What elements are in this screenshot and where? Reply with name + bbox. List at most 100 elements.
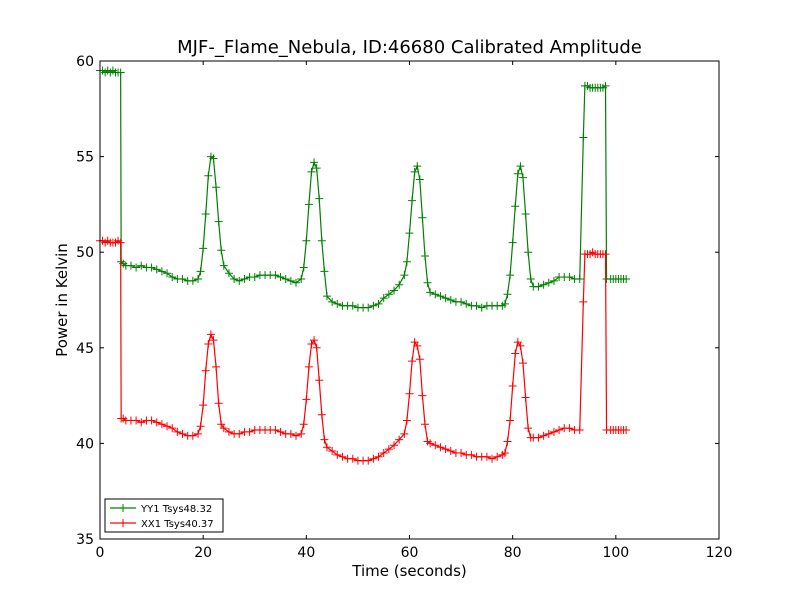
data-point	[194, 274, 203, 283]
chart-title: MJF-_Flame_Nebula, ID:46680 Calibrated A…	[177, 37, 642, 58]
series-1	[96, 66, 631, 312]
data-point	[413, 341, 422, 350]
data-point	[297, 429, 306, 438]
data-point	[431, 290, 440, 299]
data-point	[271, 426, 280, 435]
data-point	[201, 366, 210, 375]
data-point	[516, 341, 525, 350]
data-point	[441, 294, 450, 303]
data-point	[312, 343, 321, 352]
data-point	[457, 297, 466, 306]
data-point	[500, 299, 509, 308]
data-point	[369, 454, 378, 463]
data-point	[217, 246, 226, 255]
data-point	[418, 213, 427, 222]
data-point	[137, 418, 146, 427]
data-point	[338, 452, 347, 461]
data-point	[209, 154, 218, 163]
data-point	[374, 299, 383, 308]
data-point	[137, 261, 146, 270]
data-point	[516, 162, 525, 171]
data-point	[436, 292, 445, 301]
data-point	[310, 158, 319, 167]
data-point	[369, 301, 378, 310]
data-point	[206, 330, 215, 339]
data-point	[199, 401, 208, 410]
data-point	[315, 376, 324, 385]
data-point	[281, 274, 290, 283]
data-point	[188, 276, 197, 285]
data-point	[178, 274, 187, 283]
data-point	[441, 445, 450, 454]
data-point	[508, 382, 517, 391]
data-point	[539, 431, 548, 440]
data-point	[544, 429, 553, 438]
data-point	[493, 452, 502, 461]
y-tick-label: 50	[76, 245, 94, 261]
data-point	[328, 297, 337, 306]
y-tick-label: 35	[76, 532, 94, 548]
data-point	[503, 437, 512, 446]
data-point	[212, 362, 221, 371]
data-point	[219, 424, 228, 433]
x-tick-label: 80	[504, 545, 522, 561]
data-point	[395, 280, 404, 289]
data-point	[328, 447, 337, 456]
data-point	[420, 252, 429, 261]
data-point	[534, 433, 543, 442]
data-point	[364, 303, 373, 312]
data-point	[426, 439, 435, 448]
data-point	[544, 278, 553, 287]
data-point	[565, 273, 574, 282]
data-point	[214, 217, 223, 226]
data-point	[315, 194, 324, 203]
data-point	[408, 196, 417, 205]
data-point	[436, 443, 445, 452]
data-point	[201, 209, 210, 218]
data-point	[163, 422, 172, 431]
data-point	[307, 167, 316, 176]
data-point	[426, 288, 435, 297]
data-point	[302, 395, 311, 404]
data-point	[575, 274, 584, 283]
data-point	[312, 164, 321, 173]
data-point	[503, 290, 512, 299]
data-point	[240, 274, 249, 283]
data-point	[579, 297, 588, 306]
data-point	[431, 441, 440, 450]
data-point	[250, 273, 259, 282]
data-point	[297, 274, 306, 283]
data-point	[348, 301, 357, 310]
data-point	[534, 282, 543, 291]
data-point	[410, 167, 419, 176]
data-point	[415, 175, 424, 184]
legend-marker	[119, 504, 127, 512]
data-point	[224, 427, 233, 436]
data-point	[384, 290, 393, 299]
data-point	[348, 454, 357, 463]
data-point	[462, 299, 471, 308]
data-point	[511, 349, 520, 358]
data-point	[565, 424, 574, 433]
data-point	[320, 435, 329, 444]
data-point	[188, 431, 197, 440]
data-point	[521, 393, 530, 402]
data-point	[467, 450, 476, 459]
data-point	[518, 359, 527, 368]
data-point	[555, 426, 564, 435]
data-point	[168, 273, 177, 282]
data-point	[446, 447, 455, 456]
data-point	[405, 229, 414, 238]
data-point	[152, 265, 161, 274]
data-point	[524, 424, 533, 433]
data-point	[214, 399, 223, 408]
data-point	[322, 443, 331, 452]
data-point	[333, 299, 342, 308]
data-point	[601, 250, 610, 259]
data-point	[472, 301, 481, 310]
data-point	[622, 274, 631, 283]
x-axis-label: Time (seconds)	[351, 562, 467, 580]
data-point	[235, 276, 244, 285]
data-point	[204, 339, 213, 348]
